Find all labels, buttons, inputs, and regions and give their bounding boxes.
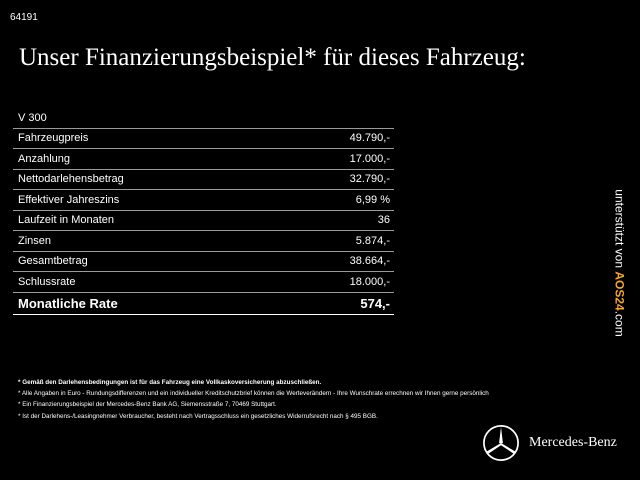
- mercedes-logo: Mercedes-Benz: [482, 424, 617, 462]
- page-title: Unser Finanzierungsbeispiel* für dieses …: [19, 44, 526, 71]
- total-row: Monatliche Rate 574,-: [13, 293, 394, 315]
- financing-table: V 300 Fahrzeugpreis 49.790,- Anzahlung 17.0…: [13, 108, 394, 315]
- model-row: V 300: [13, 108, 394, 129]
- row-label: Effektiver Jahreszins: [18, 193, 120, 206]
- brand-name: Mercedes-Benz: [529, 435, 617, 450]
- row-value: 17.000,-: [349, 152, 390, 165]
- table-row: Laufzeit in Monaten 36: [13, 211, 394, 231]
- row-label: Gesamtbetrag: [18, 255, 88, 268]
- footnote-2: * Alle Angaben in Euro - Rundungsdiffere…: [18, 390, 489, 398]
- table-row: Zinsen 5.874,-: [13, 231, 394, 252]
- table-row: Nettodarlehensbetrag 32.790,-: [13, 170, 394, 190]
- model-label: V 300: [18, 111, 47, 124]
- sponsor-suffix: .com: [612, 310, 627, 337]
- row-label: Fahrzeugpreis: [18, 132, 89, 145]
- sponsor-brand: AOS24: [612, 271, 627, 311]
- table-row: Effektiver Jahreszins 6,99 %: [13, 190, 394, 211]
- row-label: Anzahlung: [18, 152, 70, 165]
- mercedes-star-icon: [483, 425, 519, 461]
- row-label: Zinsen: [18, 234, 52, 247]
- row-value: 32.790,-: [349, 173, 390, 186]
- table-row: Fahrzeugpreis 49.790,-: [13, 129, 394, 149]
- vehicle-code: 64191: [10, 12, 38, 23]
- table-row: Anzahlung 17.000,-: [13, 149, 394, 170]
- sponsor-note: unterstützt von AOS24.com: [610, 176, 630, 351]
- total-label: Monatliche Rate: [18, 295, 118, 311]
- footnote-4: * Ist der Darlehens-/Leasingnehmer Verbr…: [18, 412, 378, 420]
- sponsor-prefix: unterstützt von: [612, 189, 627, 272]
- table-row: Gesamtbetrag 38.664,-: [13, 252, 394, 272]
- total-value: 574,-: [360, 295, 390, 311]
- footnote-1: * Gemäß den Darlehensbedingungen ist für…: [18, 379, 322, 386]
- footnotes: * Gemäß den Darlehensbedingungen ist für…: [18, 377, 489, 422]
- row-value: 6,99 %: [355, 193, 390, 206]
- row-value: 18.000,-: [349, 275, 390, 288]
- row-value: 38.664,-: [349, 255, 390, 268]
- row-value: 36: [377, 214, 390, 227]
- row-label: Nettodarlehensbetrag: [18, 173, 124, 186]
- row-label: Schlussrate: [18, 275, 76, 288]
- row-value: 49.790,-: [349, 132, 390, 145]
- footnote-3: * Ein Finanzierungsbeispiel der Mercedes…: [18, 401, 277, 409]
- row-label: Laufzeit in Monaten: [18, 214, 115, 227]
- row-value: 5.874,-: [355, 234, 390, 247]
- table-row: Schlussrate 18.000,-: [13, 272, 394, 293]
